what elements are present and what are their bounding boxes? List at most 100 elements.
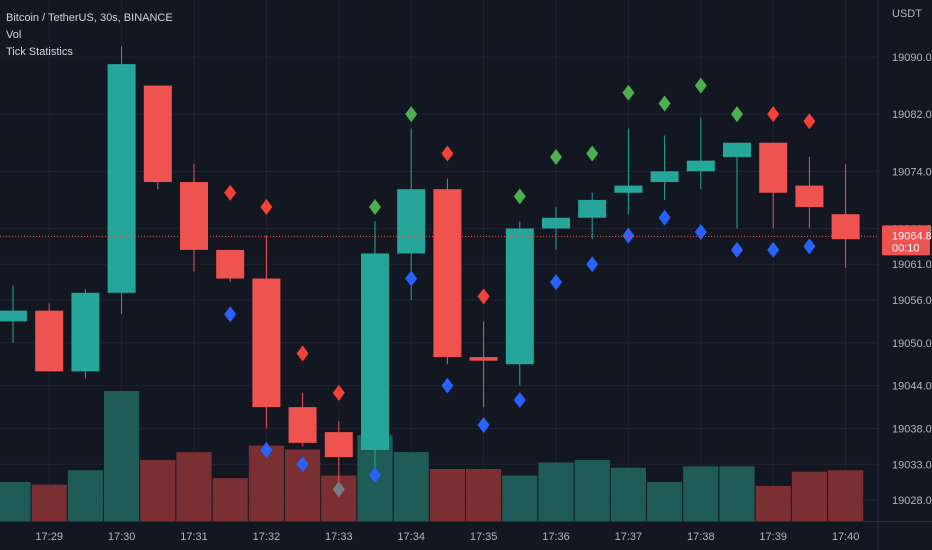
candle-body[interactable]: [397, 189, 426, 254]
volume-bar[interactable]: [719, 466, 755, 521]
price-axis-tick-label: 19061.00: [892, 259, 932, 271]
candle-body[interactable]: [795, 185, 824, 208]
price-axis-tick-label: 19074.00: [892, 166, 932, 178]
tick-stat-diamond-lower: [477, 416, 490, 433]
price-axis-tick-label: 19050.00: [892, 338, 932, 350]
price-axis-tick-label: 19044.00: [892, 381, 932, 393]
candle-body[interactable]: [180, 182, 208, 250]
candle-body[interactable]: [759, 142, 788, 193]
volume-bar[interactable]: [683, 466, 719, 521]
price-axis-tick-label: 19033.00: [892, 459, 932, 471]
tick-stat-diamond-upper: [731, 106, 743, 123]
volume-bar[interactable]: [393, 452, 429, 521]
tick-stat-diamond-upper: [622, 84, 635, 101]
candle-body[interactable]: [0, 310, 27, 322]
tick-stat-diamond-lower: [550, 274, 562, 291]
tick-statistics-indicator-label[interactable]: Tick Statistics: [6, 46, 73, 58]
candle-countdown: 00:10: [892, 242, 920, 254]
time-axis-tick-label: 17:37: [615, 531, 643, 543]
candle-body[interactable]: [107, 64, 136, 293]
tick-stat-diamond-lower: [224, 306, 237, 323]
last-price-tag: [882, 225, 930, 256]
tick-stat-diamond-lower: [405, 270, 418, 287]
candle-body[interactable]: [723, 142, 751, 158]
tick-stat-diamond-upper: [477, 288, 490, 305]
time-axis-tick-label: 17:36: [542, 531, 570, 543]
candle-body[interactable]: [505, 228, 534, 365]
tick-stat-diamond-upper: [513, 188, 526, 205]
volume-bar[interactable]: [610, 467, 646, 521]
tick-stat-diamond-upper: [803, 113, 816, 130]
tick-stat-diamond-upper: [224, 184, 237, 201]
volume-bar[interactable]: [104, 391, 140, 521]
candle-body[interactable]: [35, 310, 64, 372]
tick-stat-diamond-lower: [369, 466, 381, 483]
volume-bar[interactable]: [538, 462, 574, 522]
price-axis-tick-label: 19082.00: [892, 109, 932, 121]
volume-bar[interactable]: [31, 484, 67, 521]
tick-stat-diamond-lower: [694, 224, 707, 241]
tick-stat-diamond-lower: [731, 241, 743, 258]
tick-stat-diamond-lower: [513, 391, 526, 408]
time-axis-tick-label: 17:39: [759, 531, 787, 543]
time-axis-tick-label: 17:31: [180, 531, 208, 543]
candle-body[interactable]: [433, 189, 462, 358]
volume-bar[interactable]: [466, 469, 502, 521]
volume-bar[interactable]: [647, 482, 683, 521]
candle-body[interactable]: [831, 214, 860, 240]
candle-body[interactable]: [578, 199, 607, 218]
candle-body[interactable]: [143, 85, 172, 183]
candle-body[interactable]: [216, 249, 245, 279]
tick-stat-diamond-upper: [694, 77, 707, 94]
tick-stat-diamond-upper: [586, 145, 599, 162]
price-axis-currency-label[interactable]: USDT: [892, 8, 922, 20]
time-axis-tick-label: 17:32: [253, 531, 281, 543]
tick-stat-diamond-lower: [586, 256, 599, 273]
tick-stat-diamond-upper: [260, 199, 273, 216]
tick-stat-diamond-upper: [296, 345, 309, 362]
tick-stat-diamond-lower: [296, 456, 309, 473]
candle-body[interactable]: [71, 292, 100, 372]
price-axis-tick-label: 19056.00: [892, 295, 932, 307]
volume-bar[interactable]: [574, 459, 610, 521]
candle-body[interactable]: [614, 185, 643, 193]
tick-stat-diamond-upper: [332, 384, 345, 401]
candle-body[interactable]: [252, 278, 281, 408]
volume-bar[interactable]: [176, 452, 212, 521]
candle-body[interactable]: [650, 171, 679, 183]
candle-body[interactable]: [542, 217, 570, 229]
price-axis-tick-label: 19038.00: [892, 424, 932, 436]
time-axis-tick-label: 17:33: [325, 531, 353, 543]
time-axis-tick-label: 17:38: [687, 531, 715, 543]
candle-body[interactable]: [686, 160, 715, 172]
volume-bar[interactable]: [0, 482, 31, 521]
volume-bar[interactable]: [429, 469, 465, 521]
volume-bar[interactable]: [791, 471, 827, 521]
tick-stat-diamond-upper: [441, 145, 454, 162]
tick-stat-diamond-lower: [803, 238, 816, 255]
candle-body[interactable]: [361, 253, 389, 450]
candle-body[interactable]: [469, 357, 498, 361]
tick-stat-diamond-lower: [767, 241, 780, 258]
volume-bar[interactable]: [212, 478, 248, 521]
last-price-value: 19064.89: [892, 230, 932, 242]
volume-bar[interactable]: [755, 485, 791, 521]
time-axis-tick-label: 17:34: [397, 531, 425, 543]
time-axis-tick-label: 17:35: [470, 531, 498, 543]
volume-bar[interactable]: [67, 470, 103, 521]
price-axis-tick-label: 19028.00: [892, 495, 932, 507]
volume-bar[interactable]: [502, 475, 538, 522]
tick-stat-diamond-lower: [441, 377, 454, 394]
symbol-title[interactable]: Bitcoin / TetherUS, 30s, BINANCE: [6, 12, 173, 24]
volume-bar[interactable]: [828, 470, 864, 521]
volume-bar[interactable]: [140, 459, 176, 521]
volume-bar[interactable]: [248, 445, 284, 521]
volume-indicator-label[interactable]: Vol: [6, 29, 22, 41]
candle-body[interactable]: [288, 407, 317, 443]
tick-stat-diamond-lower: [332, 481, 345, 498]
tick-stat-diamond-upper: [369, 199, 381, 216]
candle-body[interactable]: [324, 432, 353, 458]
